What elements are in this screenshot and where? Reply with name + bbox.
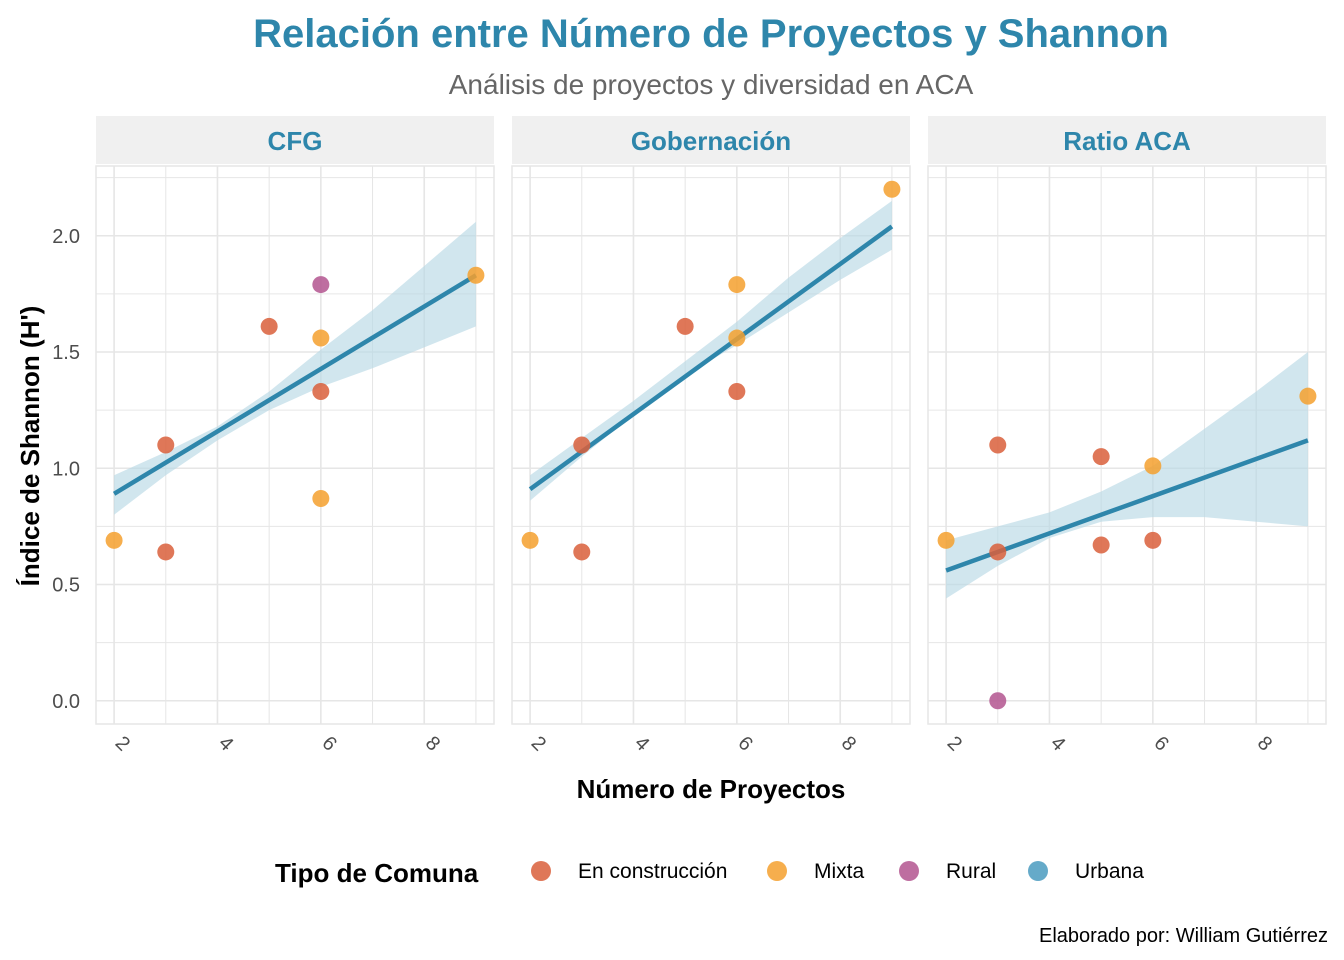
data-point-construccion <box>728 383 746 401</box>
y-tick-label: 1.5 <box>52 342 80 364</box>
y-axis-title: Índice de Shannon (H') <box>15 306 45 587</box>
data-point-rural <box>312 276 330 294</box>
x-tick-label: 8 <box>1253 732 1276 755</box>
data-point-mixta <box>883 180 901 198</box>
facet-panel-3: Ratio ACA 2 4 6 8 <box>927 116 1327 756</box>
facet-strip-label: Gobernación <box>631 126 791 156</box>
data-point-mixta <box>728 329 746 347</box>
data-point-mixta <box>937 531 955 549</box>
data-point-mixta <box>467 266 485 284</box>
legend-key-mixta <box>767 861 787 881</box>
facet-panel-1: CFG 2 4 6 8 <box>95 116 495 756</box>
data-point-mixta <box>1299 387 1317 405</box>
data-point-construccion <box>989 543 1007 561</box>
chart-subtitle: Análisis de proyectos y diversidad en AC… <box>449 69 974 100</box>
legend-label-mixta: Mixta <box>814 860 864 883</box>
legend-key-rural <box>899 861 919 881</box>
data-point-construccion <box>157 543 175 561</box>
legend-key-urbana <box>1028 861 1048 881</box>
data-point-construccion <box>1144 531 1162 549</box>
data-point-construccion <box>312 383 330 401</box>
panel-border <box>511 165 911 725</box>
x-tick-label: 2 <box>943 732 966 755</box>
facet-strip-label: Ratio ACA <box>1063 126 1191 156</box>
y-tick-label: 1.0 <box>52 458 80 480</box>
y-tick-label: 2.0 <box>52 226 80 248</box>
data-point-construccion <box>1092 448 1110 466</box>
x-tick-label: 6 <box>317 732 340 755</box>
data-point-construccion <box>989 436 1007 454</box>
trend-line <box>945 438 1309 573</box>
chart-title: Relación entre Número de Proyectos y Sha… <box>253 12 1169 56</box>
confidence-ribbon <box>114 221 476 515</box>
legend-key-construccion <box>531 861 551 881</box>
facet-strip-background <box>96 116 494 164</box>
confidence-ribbon <box>946 352 1308 599</box>
data-point-rural <box>989 692 1007 710</box>
data-point-construccion <box>573 543 591 561</box>
facet-strip-label: CFG <box>268 126 323 156</box>
data-point-mixta <box>728 276 746 294</box>
data-point-construccion <box>1092 536 1110 554</box>
facet-strip-background <box>928 116 1326 164</box>
data-point-mixta <box>312 329 330 347</box>
panel-border <box>95 165 495 725</box>
facet-panels: CFG 2 4 6 8 Gobernación 2 4 6 8 Ratio ACA 2 4 6 8 0.0 0.… <box>52 116 1327 756</box>
legend-title: Tipo de Comuna <box>275 858 479 888</box>
facet-panel-2: Gobernación 2 4 6 8 <box>511 116 911 756</box>
y-tick-label: 0.0 <box>52 691 80 713</box>
x-tick-label: 4 <box>1046 732 1069 755</box>
legend-label-urbana: Urbana <box>1075 860 1144 883</box>
x-tick-label: 4 <box>214 732 237 755</box>
x-axis-title: Número de Proyectos <box>577 774 846 804</box>
legend-item-rural: Rural <box>899 860 996 883</box>
data-point-mixta <box>105 531 123 549</box>
data-point-construccion <box>157 436 175 454</box>
chart-caption: Elaborado por: William Gutiérrez <box>1039 925 1328 947</box>
x-tick-label: 8 <box>421 732 444 755</box>
data-point-construccion <box>573 436 591 454</box>
legend-item-urbana: Urbana <box>1028 860 1144 883</box>
x-tick-label: 6 <box>733 732 756 755</box>
data-point-mixta <box>312 489 330 507</box>
y-tick-label: 0.5 <box>52 575 80 597</box>
legend-label-rural: Rural <box>946 860 996 883</box>
x-tick-label: 4 <box>630 732 653 755</box>
panel-border <box>927 165 1327 725</box>
data-point-construccion <box>676 317 694 335</box>
data-point-mixta <box>1144 457 1162 475</box>
legend-item-construccion: En construcción <box>531 860 727 883</box>
trend-line <box>528 224 894 491</box>
x-tick-label: 2 <box>111 732 134 755</box>
x-tick-label: 8 <box>837 732 860 755</box>
legend: Tipo de Comuna En construcción Mixta Rural… <box>275 858 1144 888</box>
x-tick-label: 2 <box>527 732 550 755</box>
data-point-mixta <box>521 531 539 549</box>
facet-strip-background <box>512 116 910 164</box>
legend-label-construccion: En construcción <box>578 860 727 883</box>
confidence-ribbon <box>530 200 892 501</box>
legend-item-mixta: Mixta <box>767 860 864 883</box>
x-tick-label: 6 <box>1149 732 1172 755</box>
data-point-construccion <box>260 317 278 335</box>
trend-line <box>112 273 478 496</box>
